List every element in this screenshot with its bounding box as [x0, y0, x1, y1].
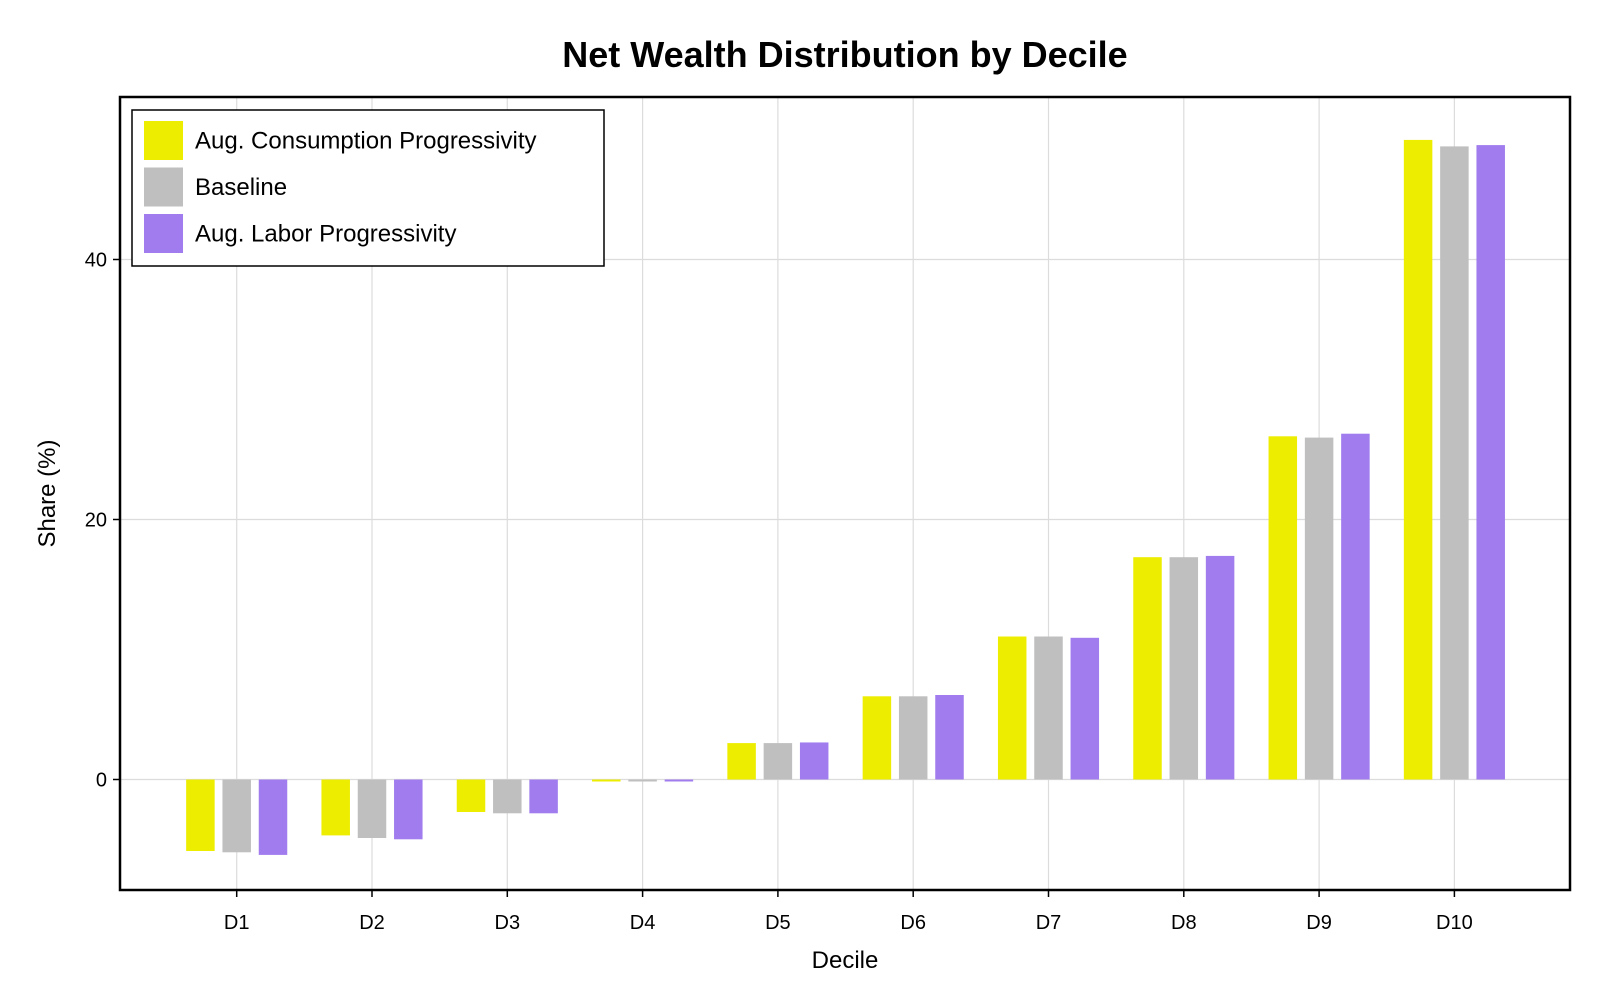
x-tick-label: D1 — [224, 912, 250, 934]
bar — [799, 742, 829, 780]
y-tick-label: 40 — [85, 250, 107, 272]
plot-frame — [118, 95, 1572, 892]
legend-box — [131, 109, 605, 267]
bar — [592, 779, 621, 782]
bar — [997, 636, 1027, 780]
legend-swatch — [144, 167, 183, 207]
x-tick-label: D10 — [1436, 912, 1473, 934]
x-tick-label: D3 — [495, 912, 521, 934]
bar — [628, 779, 657, 782]
bar — [1133, 557, 1162, 780]
bar — [456, 779, 486, 812]
bar — [1403, 139, 1433, 780]
bar — [763, 743, 793, 780]
bar — [493, 779, 522, 814]
bar — [394, 779, 423, 840]
x-tick-label: D6 — [900, 912, 926, 934]
bar — [1476, 145, 1505, 780]
bar — [1268, 436, 1298, 780]
x-tick-label: D2 — [359, 912, 385, 934]
x-tick-label: D8 — [1171, 912, 1197, 934]
bar — [258, 779, 288, 855]
bar — [935, 695, 964, 780]
bar — [862, 696, 892, 780]
y-tick-label: 0 — [96, 770, 107, 792]
legend-label: Aug. Consumption Progressivity — [195, 128, 536, 155]
bar — [222, 779, 251, 853]
bar — [664, 779, 694, 782]
legend-label: Baseline — [195, 174, 287, 201]
legend: Aug. Consumption Progressivity Baseline Au… — [131, 109, 605, 267]
y-tick-label: 20 — [85, 510, 107, 532]
bar — [727, 743, 756, 780]
legend-swatch — [144, 214, 183, 253]
legend-swatch — [144, 121, 183, 160]
x-tick-label: D7 — [1036, 912, 1062, 934]
bar — [1034, 636, 1063, 780]
bar — [1440, 146, 1469, 780]
x-tick-label: D9 — [1306, 912, 1332, 934]
bar — [529, 779, 558, 814]
y-axis-label: Share (%) — [34, 439, 61, 547]
bars — [186, 139, 1505, 855]
bar — [1070, 637, 1100, 780]
bar — [186, 779, 215, 851]
legend-label: Aug. Labor Progressivity — [195, 221, 456, 248]
x-tick-label: D4 — [630, 912, 656, 934]
x-tick-label: D5 — [765, 912, 791, 934]
bar — [1205, 555, 1235, 780]
bar — [321, 779, 350, 836]
ticks: D1 D2 D3 D4 D5 D6 D7 D8 D9 D10 0 20 40 — [85, 250, 1473, 935]
bar — [357, 779, 387, 838]
bar — [1169, 557, 1199, 780]
chart-title: Net Wealth Distribution by Decile — [562, 34, 1127, 75]
x-axis-label: Decile — [812, 947, 879, 974]
bar — [1304, 437, 1334, 780]
bar — [1341, 433, 1370, 780]
bar — [898, 696, 928, 780]
